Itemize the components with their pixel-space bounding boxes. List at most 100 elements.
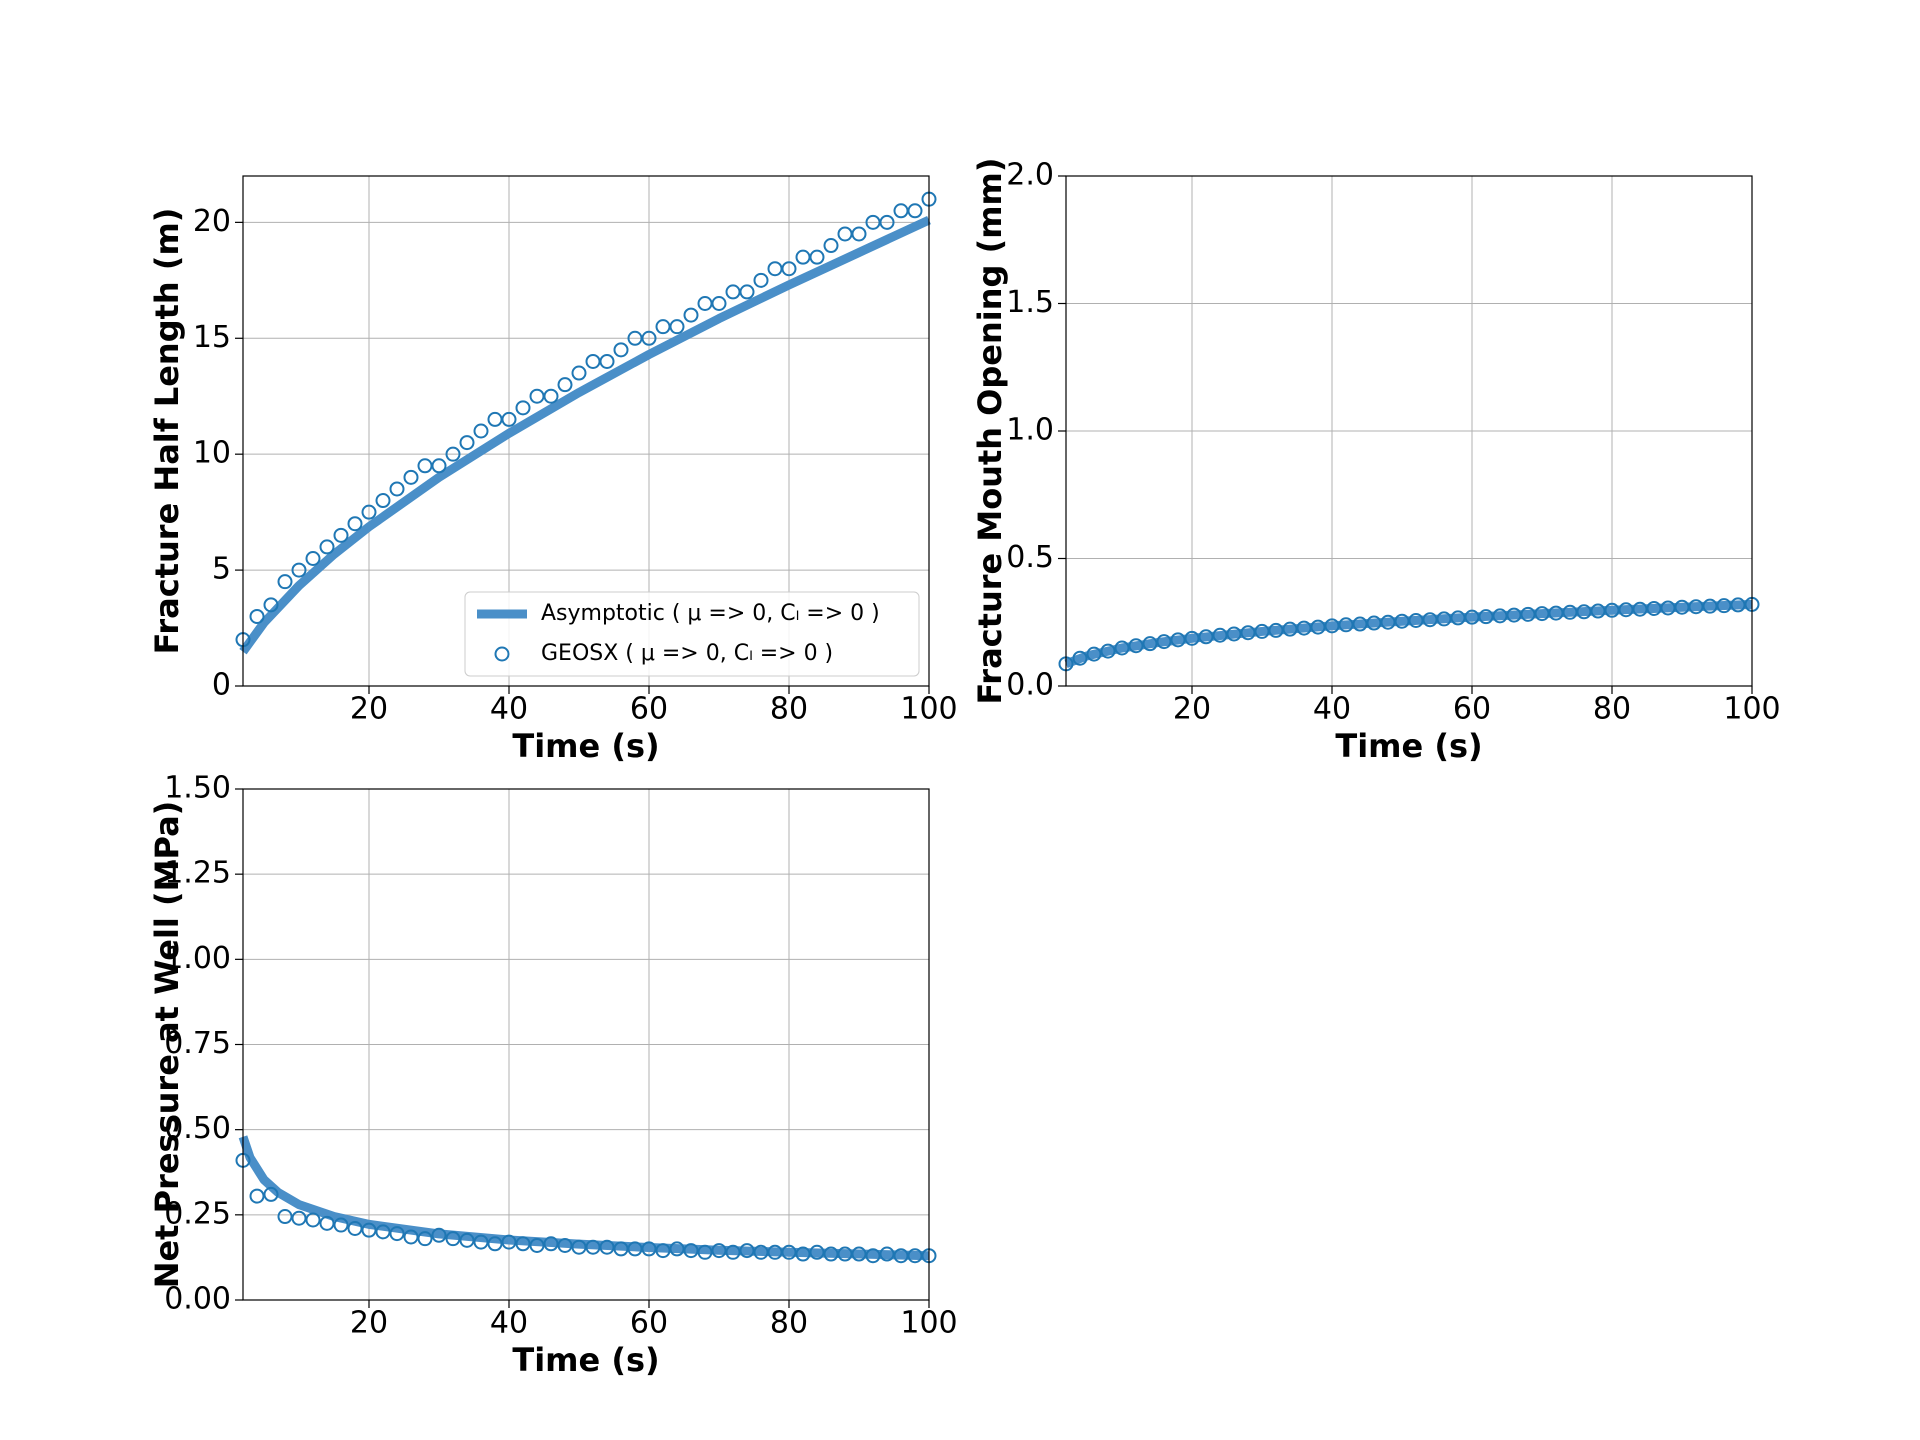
y-tick-label: 1.0 xyxy=(1006,413,1054,448)
geosx-point xyxy=(725,284,741,300)
y-tick-label: 0.50 xyxy=(164,1111,231,1146)
geosx-point xyxy=(291,1210,307,1226)
geosx-point xyxy=(417,1231,433,1247)
geosx-point xyxy=(823,238,839,254)
geosx-point xyxy=(795,1246,811,1262)
geosx-point xyxy=(445,446,461,462)
axes-frame xyxy=(242,175,930,687)
geosx-point xyxy=(1212,627,1228,643)
y-tick-label: 1.5 xyxy=(1006,285,1054,320)
asymptotic-line xyxy=(238,1135,930,1261)
x-axis-label: Time (s) xyxy=(512,1341,659,1379)
geosx-point xyxy=(487,1236,503,1252)
geosx-point xyxy=(1674,599,1690,615)
geosx-point xyxy=(893,203,909,219)
geosx-point xyxy=(543,388,559,404)
legend-label: GEOSX ( μ => 0, Cₗ => 0 ) xyxy=(541,641,833,666)
geosx-point xyxy=(1618,602,1634,618)
geosx-point xyxy=(249,608,265,624)
geosx-point xyxy=(473,423,489,439)
geosx-point xyxy=(1128,638,1144,654)
geosx-point xyxy=(599,1239,615,1255)
legend-label: Asymptotic ( μ => 0, Cₗ => 0 ) xyxy=(541,601,880,626)
x-axis-label: Time (s) xyxy=(512,727,659,765)
geosx-point xyxy=(1282,621,1298,637)
geosx-point xyxy=(809,1244,825,1260)
geosx-point xyxy=(795,249,811,265)
geosx-point xyxy=(1352,616,1368,632)
geosx-point xyxy=(375,1224,391,1240)
geosx-point xyxy=(347,516,363,532)
geosx-point xyxy=(571,365,587,381)
geosx-point xyxy=(655,1243,671,1259)
geosx-point xyxy=(1506,607,1522,623)
asymptotic-line xyxy=(1064,599,1753,669)
geosx-point xyxy=(1562,604,1578,620)
y-tick-label: 0.0 xyxy=(1006,668,1054,703)
geosx-point xyxy=(1716,598,1732,614)
geosx-point xyxy=(529,1237,545,1253)
geosx-point xyxy=(277,1209,293,1225)
geosx-point xyxy=(879,214,895,230)
x-tick-label: 100 xyxy=(900,1306,957,1341)
geosx-point xyxy=(515,400,531,416)
geosx-point xyxy=(655,319,671,335)
geosx-point xyxy=(739,284,755,300)
geosx-point xyxy=(1198,629,1214,645)
y-axis-label: Fracture Half Length (m) xyxy=(148,208,186,655)
x-tick-label: 60 xyxy=(630,692,668,727)
geosx-point xyxy=(641,1241,657,1257)
geosx-point xyxy=(501,411,517,427)
geosx-point xyxy=(459,1232,475,1248)
geosx-point xyxy=(809,249,825,265)
x-tick-label: 20 xyxy=(350,692,388,727)
geosx-point xyxy=(1660,600,1676,616)
geosx-point xyxy=(319,1215,335,1231)
x-tick-label: 80 xyxy=(1593,692,1631,727)
geosx-point xyxy=(1576,604,1592,620)
geosx-point xyxy=(669,1241,685,1257)
y-tick-label: 1.00 xyxy=(164,941,231,976)
geosx-point xyxy=(669,319,685,335)
geosx-point xyxy=(291,562,307,578)
x-tick-label: 20 xyxy=(1173,692,1211,727)
geosx-point xyxy=(403,1229,419,1245)
y-tick-label: 0.75 xyxy=(164,1026,231,1061)
y-axis-label: Net Pressure at Well (MPa) xyxy=(148,801,186,1289)
x-tick-label: 40 xyxy=(1313,692,1351,727)
geosx-point xyxy=(263,1186,279,1202)
geosx-point xyxy=(1100,643,1116,659)
geosx-point xyxy=(683,307,699,323)
geosx-point xyxy=(375,493,391,509)
geosx-point xyxy=(1394,613,1410,629)
geosx-point xyxy=(837,226,853,242)
geosx-point xyxy=(711,1243,727,1259)
geosx-point xyxy=(1366,615,1382,631)
geosx-point xyxy=(347,1220,363,1236)
geosx-point xyxy=(1114,640,1130,656)
geosx-point xyxy=(1604,602,1620,618)
geosx-point xyxy=(1296,620,1312,636)
y-tick-label: 1.25 xyxy=(164,856,231,891)
x-tick-label: 80 xyxy=(770,692,808,727)
geosx-point xyxy=(1268,622,1284,638)
geosx-point xyxy=(263,597,279,613)
geosx-point xyxy=(851,1246,867,1262)
x-tick-label: 60 xyxy=(1453,692,1491,727)
geosx-point xyxy=(431,1227,447,1243)
geosx-point xyxy=(473,1234,489,1250)
geosx-point xyxy=(1156,634,1172,650)
y-tick-label: 20 xyxy=(193,204,231,239)
x-tick-label: 20 xyxy=(350,1306,388,1341)
axes-frame xyxy=(1065,175,1753,687)
geosx-point xyxy=(305,1212,321,1228)
geosx-point xyxy=(557,377,573,393)
y-tick-label: 0.5 xyxy=(1006,540,1054,575)
geosx-point xyxy=(1730,597,1746,613)
geosx-point xyxy=(361,1222,377,1238)
geosx-point xyxy=(1254,623,1270,639)
geosx-point xyxy=(1450,610,1466,626)
geosx-point xyxy=(1534,606,1550,622)
geosx-point xyxy=(1548,605,1564,621)
